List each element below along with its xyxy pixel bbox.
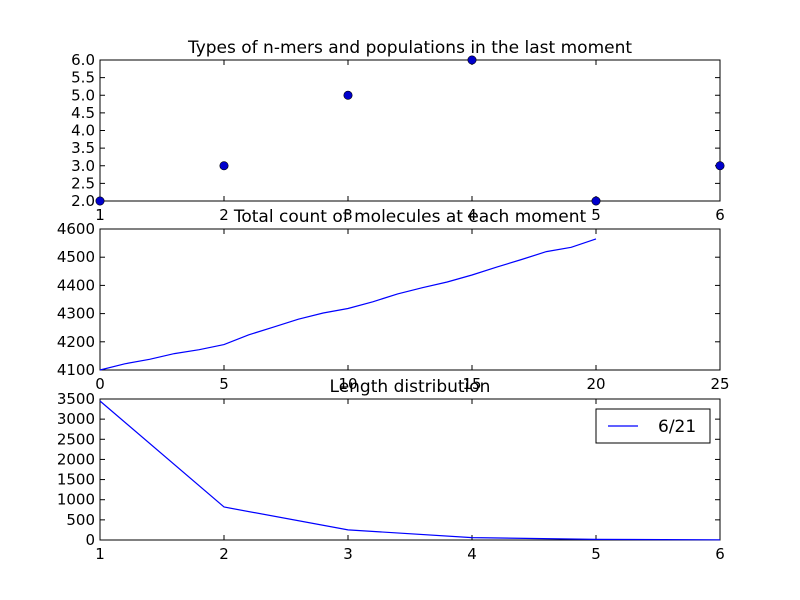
y-tick-label: 3.5 (71, 139, 95, 157)
y-tick-label: 2000 (57, 450, 95, 468)
y-tick-label: 1000 (57, 491, 95, 509)
y-tick-label: 1500 (57, 471, 95, 489)
scatter-point (219, 161, 229, 171)
y-tick-label: 2500 (57, 430, 95, 448)
series-line (99, 400, 721, 541)
y-tick-label: 5.5 (71, 69, 95, 87)
x-tick-label: 6 (715, 545, 725, 563)
x-tick-label: 1 (95, 206, 105, 224)
y-tick-label: 2.5 (71, 174, 95, 192)
x-tick-label: 10 (338, 375, 357, 393)
chart-title: Length distribution (330, 377, 491, 397)
y-tick-label: 4600 (57, 220, 95, 238)
x-tick-label: 15 (462, 375, 481, 393)
x-tick-label: 20 (586, 375, 605, 393)
x-tick-label: 4 (467, 206, 477, 224)
legend-label: 6/21 (658, 417, 696, 437)
scatter-point (591, 196, 601, 206)
series-line (99, 238, 597, 371)
x-tick-label: 5 (219, 375, 229, 393)
x-tick-label: 0 (95, 375, 105, 393)
y-tick-label: 4100 (57, 361, 95, 379)
y-tick-label: 4.5 (71, 104, 95, 122)
x-tick-label: 2 (219, 545, 229, 563)
chart-title: Types of n-mers and populations in the l… (187, 38, 632, 58)
x-tick-label: 25 (710, 375, 729, 393)
scatter-point (715, 161, 725, 171)
scatter-point (343, 90, 353, 100)
chart-panel-3: 1 2 3 4 5 6 0 500 1000 1500 2000 2500 3000 3500 Length… (57, 377, 725, 563)
x-tick-label: 5 (591, 545, 601, 563)
y-tick-label: 3.0 (71, 157, 95, 175)
y-tick-label: 4200 (57, 333, 95, 351)
scatter-point (467, 55, 477, 65)
y-tick-label: 3000 (57, 410, 95, 428)
y-tick-label: 4500 (57, 248, 95, 266)
y-tick-label: 5.0 (71, 86, 95, 104)
y-tick-label: 6.0 (71, 51, 95, 69)
plot-area-frame (99, 228, 721, 371)
x-tick-label: 2 (219, 206, 229, 224)
x-tick-label: 3 (343, 545, 353, 563)
chart-panel-2: 0 5 10 15 20 25410042004300440045004600Total … (57, 207, 730, 393)
y-tick-label: 4400 (57, 276, 95, 294)
y-tick-label: 500 (66, 511, 95, 529)
scatter-point (95, 196, 105, 206)
chart-panel-1: 1 2 3 4 5 6 2.02.53.03.54.04.55.05.56.0 Types o… (71, 38, 725, 224)
x-tick-label: 4 (467, 545, 477, 563)
y-tick-label: 3500 (57, 390, 95, 408)
y-tick-label: 4300 (57, 305, 95, 323)
x-tick-label: 1 (95, 545, 105, 563)
x-tick-label: 6 (715, 206, 725, 224)
x-tick-label: 5 (591, 206, 601, 224)
y-tick-label: 2.0 (71, 192, 95, 210)
y-tick-label: 0 (85, 531, 95, 549)
y-tick-label: 4.0 (71, 122, 95, 140)
legend: 6/21 (595, 408, 711, 444)
x-tick-label: 3 (343, 206, 353, 224)
chart-title: Total count of molecules at each moment (233, 207, 587, 227)
plot-area-frame (99, 59, 721, 202)
